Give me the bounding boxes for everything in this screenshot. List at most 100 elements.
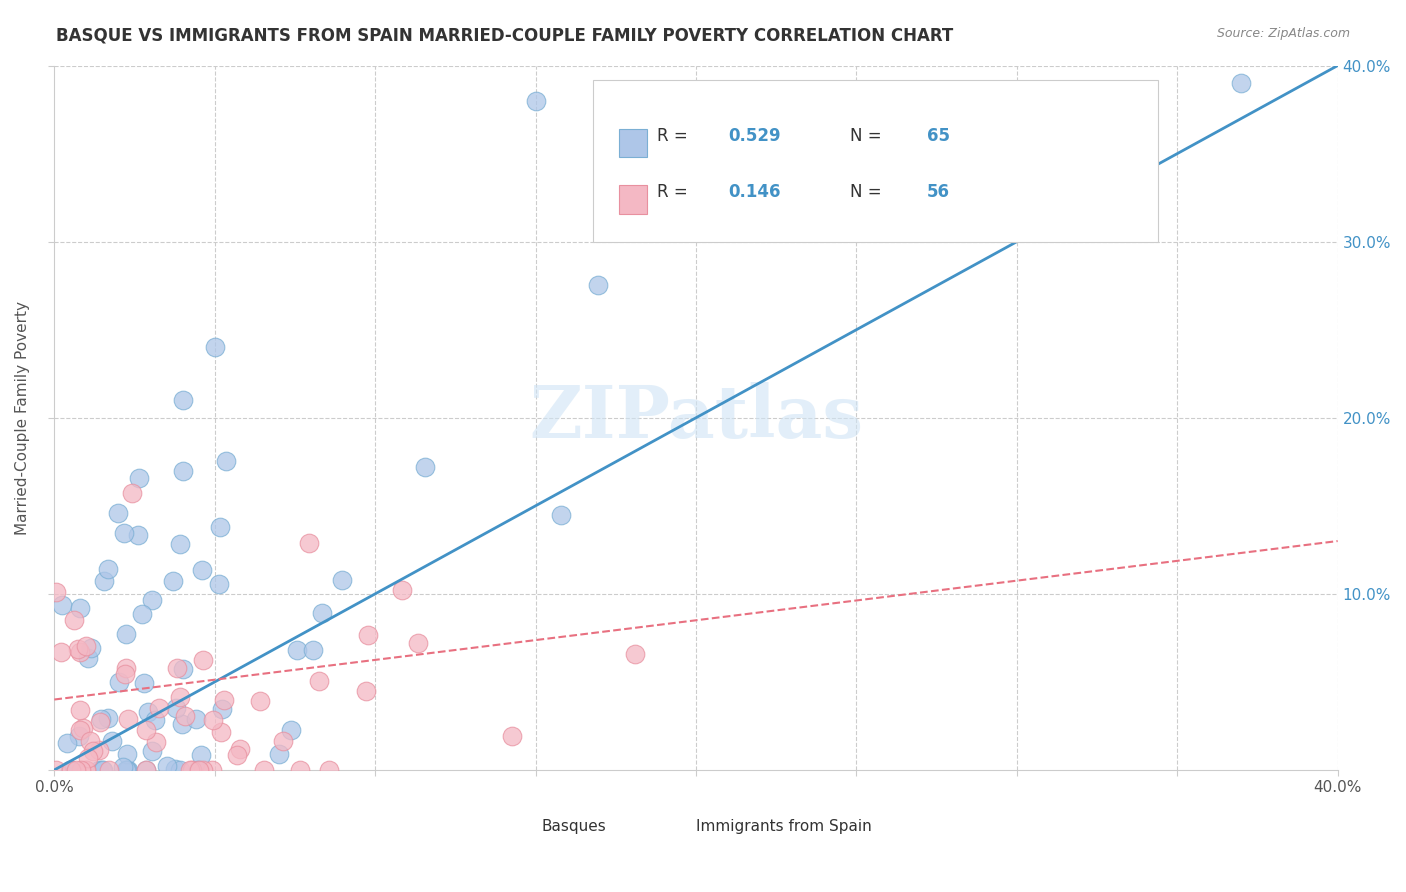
Point <box>226 747 249 762</box>
Point <box>97 763 120 777</box>
Point <box>97 711 120 725</box>
Point <box>623 648 645 662</box>
Point <box>87 743 110 757</box>
Text: Basques: Basques <box>541 819 607 834</box>
Point <box>87 763 110 777</box>
Point <box>201 763 224 777</box>
Point <box>135 763 157 777</box>
Point <box>70 763 93 777</box>
Point <box>148 701 170 715</box>
Point <box>204 340 226 354</box>
Point <box>1230 76 1253 90</box>
Point <box>89 715 111 730</box>
Point <box>108 675 131 690</box>
Point <box>55 736 77 750</box>
Text: N =: N = <box>851 127 887 145</box>
Point <box>127 527 149 541</box>
Point <box>79 734 101 748</box>
Text: 56: 56 <box>927 184 950 202</box>
Point <box>211 702 233 716</box>
Point <box>45 584 67 599</box>
Point <box>75 763 97 777</box>
Point <box>162 574 184 588</box>
Point <box>356 683 378 698</box>
Text: ZIPatlas: ZIPatlas <box>529 383 863 453</box>
Point <box>169 763 191 777</box>
Point <box>169 690 191 704</box>
Point <box>208 577 231 591</box>
Point <box>214 693 236 707</box>
Point <box>51 645 73 659</box>
Point <box>67 729 90 743</box>
Text: Immigrants from Spain: Immigrants from Spain <box>696 819 872 834</box>
Point <box>91 763 114 777</box>
Point <box>121 485 143 500</box>
Point <box>117 763 139 777</box>
Point <box>69 601 91 615</box>
Point <box>131 607 153 622</box>
Point <box>288 763 311 777</box>
Point <box>75 763 97 777</box>
Point <box>209 725 232 739</box>
Point <box>76 650 98 665</box>
Point <box>76 751 98 765</box>
Point <box>280 723 302 737</box>
Text: 0.529: 0.529 <box>728 127 780 145</box>
Point <box>114 763 136 777</box>
Text: N =: N = <box>851 184 887 202</box>
Point <box>135 763 157 777</box>
Point <box>169 537 191 551</box>
Point <box>166 661 188 675</box>
FancyBboxPatch shape <box>510 814 533 837</box>
Point <box>586 278 609 293</box>
Point <box>93 574 115 589</box>
Point <box>180 763 202 777</box>
Point <box>501 729 523 743</box>
Point <box>117 712 139 726</box>
Point <box>69 723 91 738</box>
Point <box>285 643 308 657</box>
Point <box>318 763 340 777</box>
Point <box>187 763 209 777</box>
Point <box>253 763 276 777</box>
Point <box>201 713 224 727</box>
Point <box>406 636 429 650</box>
Point <box>97 562 120 576</box>
Point <box>112 526 135 541</box>
Point <box>115 661 138 675</box>
Point <box>59 763 82 777</box>
Point <box>165 762 187 776</box>
Point <box>72 721 94 735</box>
Point <box>186 712 208 726</box>
Point <box>145 734 167 748</box>
Point <box>267 747 290 761</box>
Point <box>63 613 86 627</box>
Point <box>249 694 271 708</box>
Point <box>311 606 333 620</box>
Point <box>59 763 82 777</box>
Point <box>117 763 139 777</box>
Point <box>191 763 214 777</box>
Point <box>66 642 89 657</box>
Text: R =: R = <box>658 127 693 145</box>
Point <box>135 723 157 737</box>
Point <box>82 744 104 758</box>
Point <box>188 763 211 777</box>
Point <box>112 759 135 773</box>
Point <box>141 593 163 607</box>
Point <box>413 460 436 475</box>
FancyBboxPatch shape <box>593 79 1159 242</box>
Point <box>301 643 323 657</box>
Point <box>524 94 547 108</box>
Point <box>91 763 114 777</box>
Point <box>357 628 380 642</box>
Point <box>191 563 214 577</box>
Point <box>75 639 97 653</box>
Point <box>138 705 160 719</box>
Point <box>271 734 294 748</box>
Text: R =: R = <box>658 184 693 202</box>
Point <box>165 700 187 714</box>
Text: 0.146: 0.146 <box>728 184 780 202</box>
Point <box>172 716 194 731</box>
Point <box>90 712 112 726</box>
